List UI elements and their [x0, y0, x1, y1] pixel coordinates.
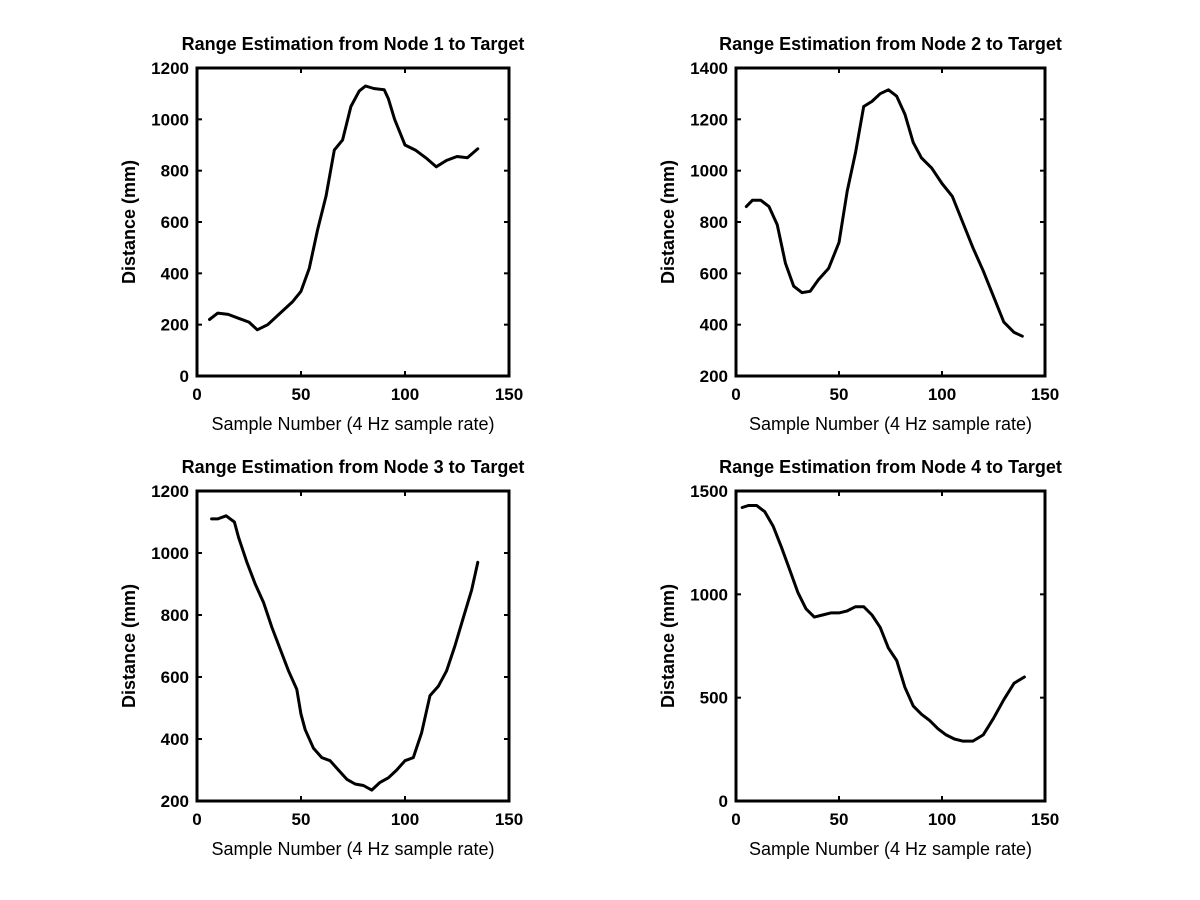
y-tick-label: 1500 — [690, 482, 728, 501]
y-tick-label: 500 — [700, 689, 728, 708]
y-tick-label: 1200 — [151, 482, 189, 501]
y-tick-label: 200 — [700, 367, 728, 386]
y-tick-label: 400 — [700, 316, 728, 335]
plot-frame — [195, 66, 511, 378]
y-tick-label: 0 — [180, 367, 189, 386]
y-tick-label: 800 — [700, 213, 728, 232]
y-tick-label: 600 — [161, 213, 189, 232]
y-axis-label: Distance (mm) — [658, 160, 678, 284]
y-tick-label: 200 — [161, 792, 189, 811]
x-tick-label: 50 — [830, 810, 849, 829]
x-tick-label: 150 — [1031, 810, 1059, 829]
x-tick-label: 50 — [830, 385, 849, 404]
y-axis-label: Distance (mm) — [119, 584, 139, 708]
x-tick-label: 0 — [731, 385, 740, 404]
y-tick-label: 1000 — [151, 110, 189, 129]
series-line-node-3 — [210, 514, 480, 792]
chart-title: Range Estimation from Node 1 to Target — [182, 34, 525, 54]
x-tick-label: 150 — [1031, 385, 1059, 404]
y-axis-label: Distance (mm) — [119, 160, 139, 284]
chart-panel-4: Range Estimation from Node 4 to Target 0 5… — [658, 457, 1062, 859]
series-line-node-1 — [208, 84, 480, 332]
y-tick-label: 400 — [161, 264, 189, 283]
y-tick-label: 600 — [161, 668, 189, 687]
chart-title: Range Estimation from Node 4 to Target — [719, 457, 1062, 477]
y-tick-label: 0 — [719, 792, 728, 811]
y-tick-label: 1200 — [151, 59, 189, 78]
chart-panel-2: Range Estimation from Node 2 to Target 0 5… — [658, 34, 1062, 434]
series-line-node-2 — [744, 88, 1024, 338]
chart-panel-1: Range Estimation from Node 1 to Target 0 5… — [119, 34, 524, 434]
x-axis-label: Sample Number (4 Hz sample rate) — [749, 414, 1032, 434]
y-tick-label: 800 — [161, 606, 189, 625]
y-tick-label: 1000 — [690, 585, 728, 604]
x-axis-label: Sample Number (4 Hz sample rate) — [211, 414, 494, 434]
chart-title: Range Estimation from Node 3 to Target — [182, 457, 525, 477]
x-tick-label: 100 — [928, 810, 956, 829]
x-tick-label: 0 — [731, 810, 740, 829]
series-line-node-4 — [740, 504, 1026, 743]
plot-frame — [734, 66, 1047, 378]
x-tick-label: 50 — [292, 385, 311, 404]
x-tick-label: 100 — [928, 385, 956, 404]
x-tick-label: 150 — [495, 385, 523, 404]
plot-frame — [734, 489, 1047, 803]
x-tick-label: 50 — [292, 810, 311, 829]
chart-panel-3: Range Estimation from Node 3 to Target 0 5… — [119, 457, 524, 859]
y-axis-label: Distance (mm) — [658, 584, 678, 708]
x-tick-label: 0 — [192, 810, 201, 829]
y-tick-label: 600 — [700, 264, 728, 283]
y-tick-label: 200 — [161, 316, 189, 335]
x-tick-label: 150 — [495, 810, 523, 829]
plot-frame — [195, 489, 511, 803]
y-tick-label: 1400 — [690, 59, 728, 78]
y-tick-label: 400 — [161, 730, 189, 749]
chart-title: Range Estimation from Node 2 to Target — [719, 34, 1062, 54]
y-tick-label: 1000 — [151, 544, 189, 563]
y-tick-label: 1200 — [690, 110, 728, 129]
x-tick-label: 100 — [391, 810, 419, 829]
x-axis-label: Sample Number (4 Hz sample rate) — [211, 839, 494, 859]
y-tick-label: 1000 — [690, 162, 728, 181]
y-tick-label: 800 — [161, 162, 189, 181]
x-axis-label: Sample Number (4 Hz sample rate) — [749, 839, 1032, 859]
x-tick-label: 100 — [391, 385, 419, 404]
x-tick-label: 0 — [192, 385, 201, 404]
